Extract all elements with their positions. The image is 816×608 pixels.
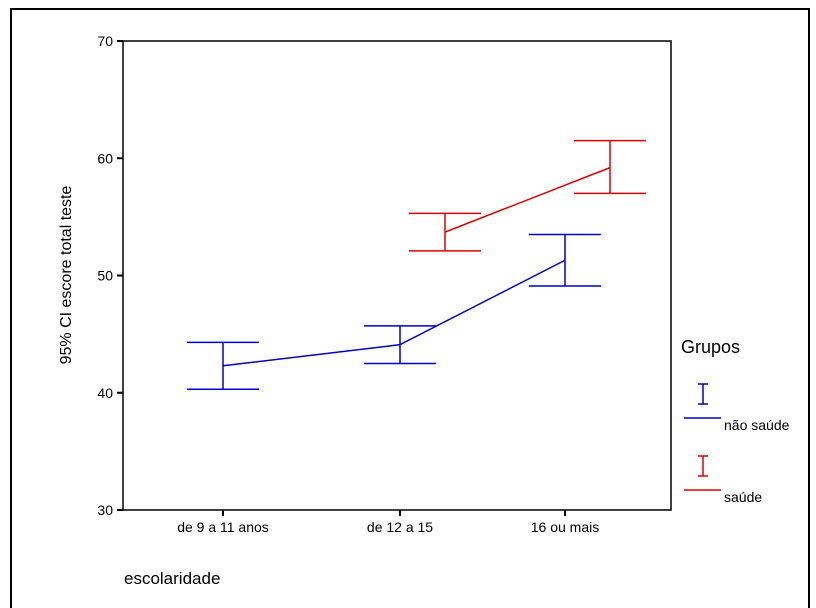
y-tick-label: 60 — [97, 150, 113, 166]
y-axis-label: 95% CI escore total teste — [58, 186, 75, 365]
legend-label: não saúde — [724, 417, 790, 433]
error-bar — [187, 341, 259, 390]
y-tick-label: 50 — [97, 268, 113, 284]
y-axis: 30 40 50 60 70 — [97, 33, 123, 518]
y-tick-label: 70 — [97, 33, 113, 49]
chart-frame — [10, 8, 810, 608]
series-line — [444, 166, 611, 233]
chart: 30 40 50 60 70 de 9 a 11 anos de 12 a 15 16 ou… — [58, 33, 790, 588]
series-2 — [409, 139, 646, 252]
legend-label: saúde — [724, 489, 762, 505]
series-line — [222, 259, 566, 367]
x-tick-label: 16 ou mais — [531, 519, 599, 535]
legend-title: Grupos — [681, 337, 740, 357]
error-bar — [409, 212, 481, 252]
plot-area-border — [122, 40, 672, 511]
series-1 — [187, 233, 601, 390]
error-bar — [364, 325, 436, 365]
x-axis-label: escolaridade — [124, 569, 220, 588]
y-tick-label: 40 — [97, 385, 113, 401]
x-axis: de 9 a 11 anos de 12 a 15 16 ou mais — [177, 510, 599, 535]
error-bar — [574, 139, 646, 195]
y-tick-label: 30 — [97, 502, 113, 518]
error-bar — [529, 233, 601, 287]
x-tick-label: de 9 a 11 anos — [177, 519, 269, 535]
series-layer — [187, 139, 646, 390]
legend: Grupos não saúde saúde — [681, 337, 790, 505]
x-tick-label: de 12 a 15 — [367, 519, 433, 535]
